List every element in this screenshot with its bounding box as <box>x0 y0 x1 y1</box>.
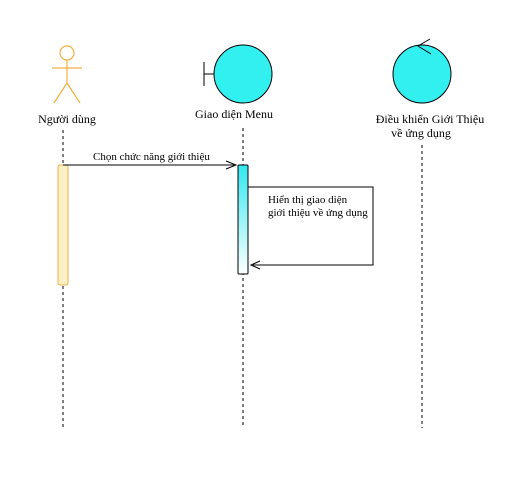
message-1-label: Chọn chức năng giới thiệu <box>93 151 210 163</box>
message-2-arrow <box>248 186 374 266</box>
control-label-line2: về ứng dụng <box>391 126 451 140</box>
boundary-icon <box>203 44 273 104</box>
actor-icon <box>52 45 82 104</box>
message-2-label-line2: giới thiệu về ứng dụng <box>268 207 368 219</box>
boundary-label: Giao diện Menu <box>195 107 273 121</box>
actor-activation-bar <box>57 164 69 286</box>
message-2-label-line1: Hiển thị giao diện <box>268 194 348 206</box>
control-icon <box>392 38 452 104</box>
message-2-arrowhead <box>249 260 261 270</box>
control-label-line1: Điều khiển Giới Thiệu <box>376 112 484 126</box>
boundary-activation-bar <box>237 164 249 275</box>
actor-label: Người dùng <box>38 112 96 126</box>
message-1-arrowhead <box>225 160 238 170</box>
